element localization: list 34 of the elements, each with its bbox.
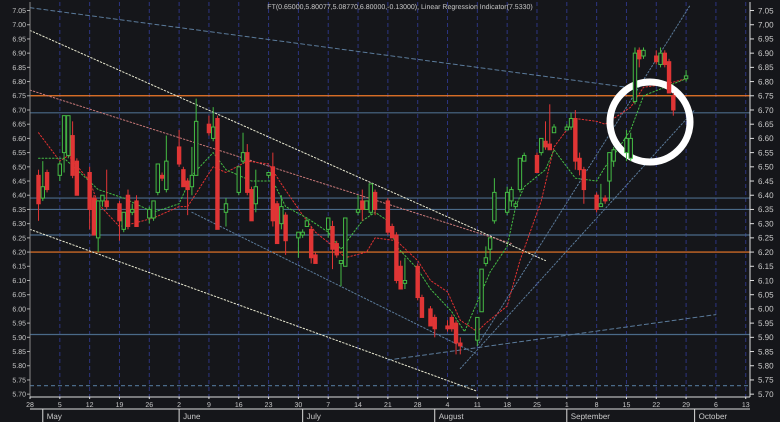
y2-tick-label: 7.05 — [758, 6, 774, 16]
y2-tick-label: 6.40 — [758, 191, 774, 200]
y2-tick-label: 6.70 — [758, 106, 774, 115]
y2-tick-label: 6.55 — [758, 148, 774, 158]
y2-tick-label: 5.85 — [758, 347, 774, 356]
y2-tick-label: 6.05 — [758, 290, 774, 300]
y2-tick-label: 6.60 — [758, 134, 774, 144]
y2-tick-label: 5.90 — [758, 333, 774, 342]
y2-tick-label: 6.85 — [758, 63, 774, 72]
y2-tick-label: 6.95 — [758, 34, 774, 44]
y2-tick-label: 6.35 — [758, 205, 774, 214]
y2-tick-label: 5.80 — [758, 362, 774, 371]
y2-tick-label: 6.25 — [758, 234, 774, 243]
y2-tick-label: 5.75 — [758, 376, 774, 385]
y2-tick-label: 7.00 — [758, 20, 774, 30]
text: September — [570, 412, 610, 421]
y2-tick-label: 6.15 — [758, 262, 774, 272]
y2-tick-label: 6.10 — [758, 276, 774, 286]
y2-tick-label: 6.50 — [758, 162, 774, 172]
text: July — [306, 412, 321, 421]
y2-tick-label: 6.65 — [758, 120, 774, 129]
y2-tick-label: 5.95 — [758, 318, 774, 328]
y2-tick-label: 6.75 — [758, 92, 774, 101]
y2-tick-label: 6.80 — [758, 77, 774, 86]
text: August — [438, 412, 464, 421]
y2-tick-label: 6.00 — [758, 304, 774, 314]
y2-tick-label: 5.70 — [758, 390, 774, 399]
y2-tick-label: 6.30 — [758, 219, 774, 228]
y2-tick-label: 6.45 — [758, 176, 774, 186]
y2-tick-label: 6.20 — [758, 248, 774, 257]
y2-tick-label: 6.90 — [758, 48, 774, 58]
text: June — [183, 412, 202, 421]
text: October — [698, 412, 728, 421]
text: May — [46, 412, 62, 421]
